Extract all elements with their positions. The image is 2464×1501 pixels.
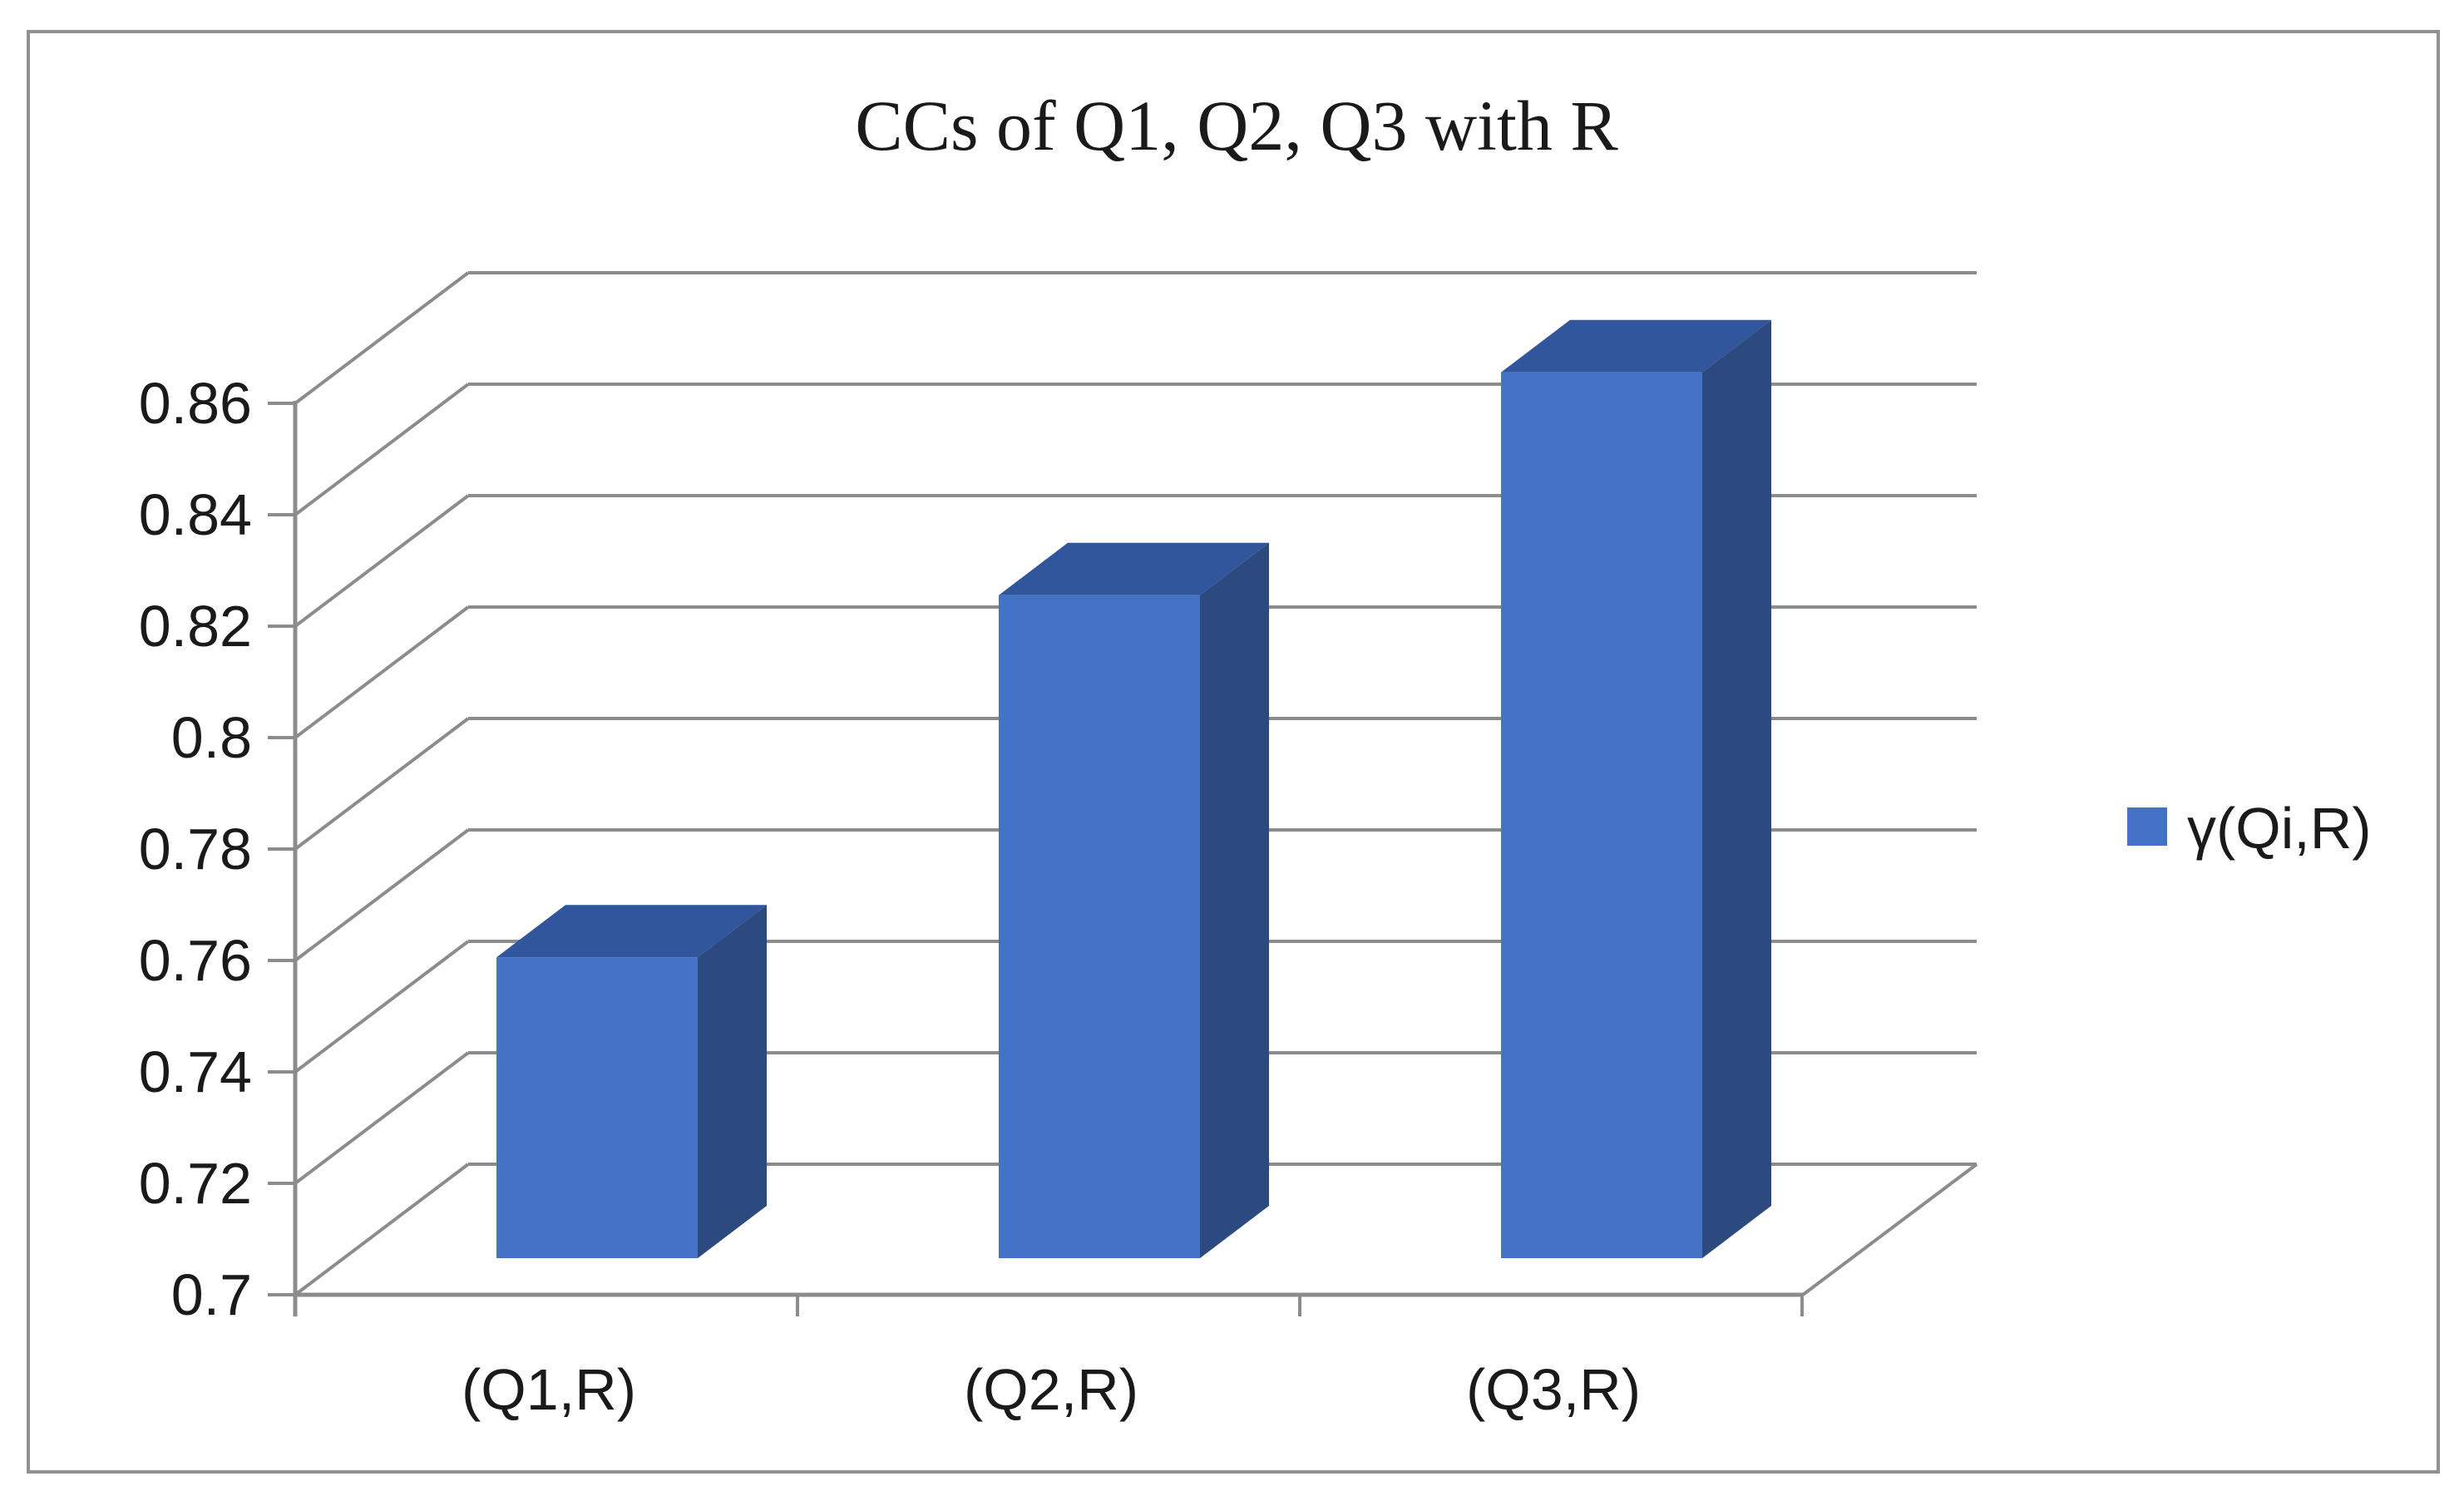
floor-right-edge — [1801, 1163, 1978, 1296]
x-axis-category-label: (Q3,R) — [1466, 1357, 1641, 1422]
y-axis-tick-label: 0.7 — [171, 1262, 252, 1327]
y-axis-tick-label: 0.86 — [139, 371, 252, 436]
x-axis-category-label: (Q1,R) — [462, 1357, 636, 1422]
side-wall-gridline — [294, 1163, 470, 1296]
bar — [1501, 319, 1771, 1259]
bar-side-face — [1702, 319, 1771, 1259]
floor — [295, 1163, 1978, 1316]
legend-label: γ(Qi,R) — [2187, 796, 2372, 861]
side-wall-gridline — [294, 383, 470, 516]
y-axis-tick-label: 0.84 — [139, 482, 252, 547]
category-axis-labels: (Q1,R) (Q2,R) (Q3,R) — [462, 1357, 1641, 1422]
y-axis-tick-label: 0.82 — [139, 594, 252, 659]
y-axis-tick-label: 0.78 — [139, 817, 252, 881]
bar-side-face — [1200, 542, 1269, 1258]
bars — [496, 319, 1771, 1259]
legend: γ(Qi,R) — [2127, 796, 2372, 861]
y-axis-tick-label: 0.72 — [139, 1151, 252, 1216]
bar — [496, 905, 767, 1258]
side-wall-gridline — [294, 494, 470, 628]
bar-top-face — [999, 542, 1269, 595]
bar-front-face — [1501, 372, 1702, 1259]
side-wall-gridline — [294, 828, 470, 962]
bar-top-face — [1501, 319, 1771, 373]
legend-swatch — [2127, 807, 2167, 846]
y-axis-tick-label: 0.76 — [139, 928, 252, 993]
side-wall-gridline — [294, 717, 470, 851]
y-axis-tick-label: 0.74 — [139, 1039, 252, 1104]
bar — [999, 542, 1269, 1258]
x-axis-category-label: (Q2,R) — [964, 1357, 1138, 1422]
y-axis-tick-label: 0.8 — [171, 705, 252, 770]
value-axis-labels: 0.7 0.72 0.74 0.76 0.78 0.8 0.82 0.84 0.86 — [139, 371, 252, 1327]
bar-top-face — [496, 905, 767, 958]
side-wall-gridline — [294, 1051, 470, 1185]
chart-border — [27, 30, 2440, 1474]
bar-front-face — [496, 957, 698, 1258]
side-wall-gridline — [294, 605, 470, 739]
chart-title: CCs of Q1, Q2, Q3 with R — [855, 86, 1618, 165]
bar-side-face — [698, 905, 767, 1258]
bar-front-face — [999, 595, 1200, 1258]
side-wall-gridline — [294, 271, 470, 405]
side-wall-gridline — [294, 940, 470, 1074]
